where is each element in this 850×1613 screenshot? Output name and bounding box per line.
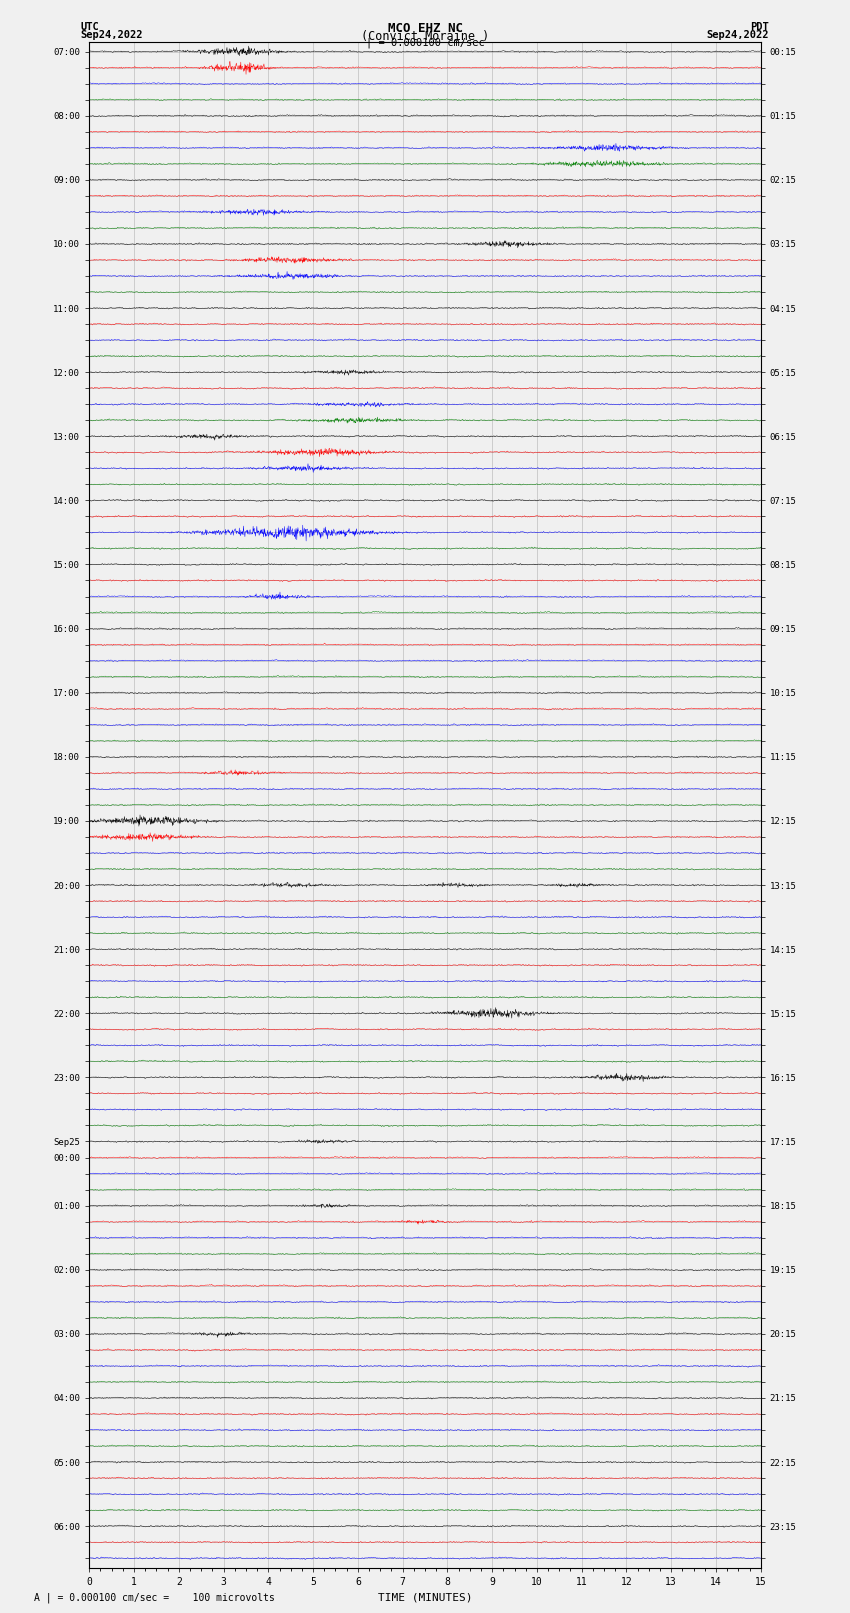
Text: Sep24,2022: Sep24,2022 — [706, 31, 769, 40]
Text: MCO EHZ NC: MCO EHZ NC — [388, 23, 462, 35]
Text: Sep24,2022: Sep24,2022 — [81, 31, 144, 40]
X-axis label: TIME (MINUTES): TIME (MINUTES) — [377, 1592, 473, 1602]
Text: (Convict Moraine ): (Convict Moraine ) — [361, 31, 489, 44]
Text: | = 0.000100 cm/sec: | = 0.000100 cm/sec — [366, 37, 484, 48]
Text: PDT: PDT — [751, 23, 769, 32]
Text: UTC: UTC — [81, 23, 99, 32]
Text: A | = 0.000100 cm/sec =    100 microvolts: A | = 0.000100 cm/sec = 100 microvolts — [34, 1592, 275, 1603]
